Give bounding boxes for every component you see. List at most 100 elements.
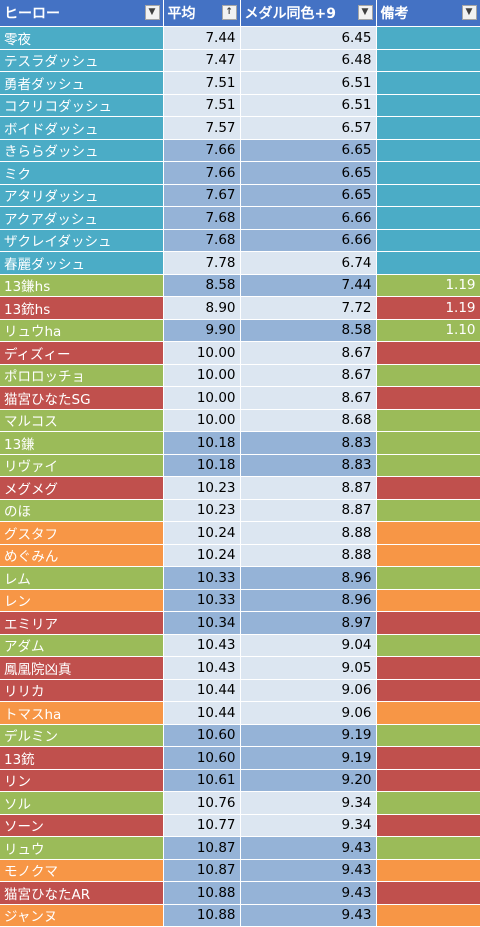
hero-name-cell[interactable]: 13銃hs bbox=[0, 296, 164, 320]
average-cell[interactable]: 10.23 bbox=[163, 476, 241, 500]
average-cell[interactable]: 10.33 bbox=[163, 566, 241, 590]
medal-cell[interactable]: 6.66 bbox=[240, 206, 377, 230]
note-cell[interactable]: 1.19 bbox=[376, 296, 480, 320]
note-cell[interactable] bbox=[376, 769, 480, 792]
hero-name-cell[interactable]: リン bbox=[0, 769, 164, 792]
note-cell[interactable]: 1.10 bbox=[376, 319, 480, 342]
average-cell[interactable]: 10.76 bbox=[163, 791, 241, 815]
hero-name-cell[interactable]: 零夜 bbox=[0, 26, 164, 50]
note-cell[interactable] bbox=[376, 229, 480, 252]
average-cell[interactable]: 10.24 bbox=[163, 521, 241, 545]
note-cell[interactable] bbox=[376, 251, 480, 275]
average-cell[interactable]: 10.43 bbox=[163, 656, 241, 680]
note-cell[interactable]: 1.19 bbox=[376, 274, 480, 297]
average-cell[interactable]: 7.44 bbox=[163, 26, 241, 50]
medal-cell[interactable]: 9.43 bbox=[240, 859, 377, 882]
filter-dropdown-icon[interactable]: ▼ bbox=[461, 5, 477, 20]
note-cell[interactable] bbox=[376, 161, 480, 185]
average-cell[interactable]: 7.66 bbox=[163, 161, 241, 185]
hero-name-cell[interactable]: ソル bbox=[0, 791, 164, 815]
medal-cell[interactable]: 8.87 bbox=[240, 476, 377, 500]
note-cell[interactable] bbox=[376, 566, 480, 590]
average-cell[interactable]: 9.90 bbox=[163, 319, 241, 342]
note-cell[interactable] bbox=[376, 544, 480, 567]
hero-name-cell[interactable]: リュウha bbox=[0, 319, 164, 342]
medal-cell[interactable]: 6.65 bbox=[240, 139, 377, 162]
medal-cell[interactable]: 9.04 bbox=[240, 634, 377, 657]
hero-name-cell[interactable]: ポロロッチョ bbox=[0, 364, 164, 387]
note-cell[interactable] bbox=[376, 521, 480, 545]
medal-cell[interactable]: 8.67 bbox=[240, 386, 377, 410]
average-cell[interactable]: 7.68 bbox=[163, 229, 241, 252]
note-cell[interactable] bbox=[376, 814, 480, 837]
note-cell[interactable] bbox=[376, 656, 480, 680]
average-cell[interactable]: 7.78 bbox=[163, 251, 241, 275]
note-cell[interactable] bbox=[376, 859, 480, 882]
note-cell[interactable] bbox=[376, 206, 480, 230]
hero-name-cell[interactable]: アタリダッシュ bbox=[0, 184, 164, 207]
average-cell[interactable]: 10.87 bbox=[163, 859, 241, 882]
note-cell[interactable] bbox=[376, 499, 480, 522]
note-cell[interactable] bbox=[376, 746, 480, 770]
medal-cell[interactable]: 6.65 bbox=[240, 184, 377, 207]
average-cell[interactable]: 10.00 bbox=[163, 341, 241, 365]
medal-cell[interactable]: 9.20 bbox=[240, 769, 377, 792]
note-cell[interactable] bbox=[376, 364, 480, 387]
hero-name-cell[interactable]: 鳳凰院凶真 bbox=[0, 656, 164, 680]
hero-name-cell[interactable]: レン bbox=[0, 589, 164, 612]
note-cell[interactable] bbox=[376, 881, 480, 905]
note-cell[interactable] bbox=[376, 116, 480, 140]
average-cell[interactable]: 10.60 bbox=[163, 746, 241, 770]
medal-cell[interactable]: 7.72 bbox=[240, 296, 377, 320]
note-cell[interactable] bbox=[376, 94, 480, 117]
hero-name-cell[interactable]: アクアダッシュ bbox=[0, 206, 164, 230]
hero-name-cell[interactable]: グスタフ bbox=[0, 521, 164, 545]
average-cell[interactable]: 8.58 bbox=[163, 274, 241, 297]
hero-name-cell[interactable]: 13鎌hs bbox=[0, 274, 164, 297]
note-cell[interactable] bbox=[376, 476, 480, 500]
average-cell[interactable]: 10.23 bbox=[163, 499, 241, 522]
hero-name-cell[interactable]: 猫宮ひなたSG bbox=[0, 386, 164, 410]
medal-cell[interactable]: 8.67 bbox=[240, 364, 377, 387]
hero-name-cell[interactable]: ザクレイダッシュ bbox=[0, 229, 164, 252]
note-cell[interactable] bbox=[376, 836, 480, 860]
sort-ascending-icon[interactable]: ↑ bbox=[221, 5, 237, 20]
hero-name-cell[interactable]: マルコス bbox=[0, 409, 164, 432]
hero-name-cell[interactable]: ボイドダッシュ bbox=[0, 116, 164, 140]
medal-cell[interactable]: 9.19 bbox=[240, 724, 377, 747]
medal-cell[interactable]: 6.51 bbox=[240, 71, 377, 95]
medal-cell[interactable]: 6.66 bbox=[240, 229, 377, 252]
average-cell[interactable]: 10.00 bbox=[163, 409, 241, 432]
medal-cell[interactable]: 8.88 bbox=[240, 544, 377, 567]
medal-cell[interactable]: 8.68 bbox=[240, 409, 377, 432]
note-cell[interactable] bbox=[376, 611, 480, 635]
medal-cell[interactable]: 6.65 bbox=[240, 161, 377, 185]
average-cell[interactable]: 10.88 bbox=[163, 881, 241, 905]
average-cell[interactable]: 10.33 bbox=[163, 589, 241, 612]
hero-name-cell[interactable]: テスラダッシュ bbox=[0, 49, 164, 72]
average-cell[interactable]: 10.87 bbox=[163, 836, 241, 860]
note-cell[interactable] bbox=[376, 701, 480, 725]
filter-dropdown-icon[interactable]: ▼ bbox=[144, 5, 160, 20]
medal-cell[interactable]: 6.51 bbox=[240, 94, 377, 117]
average-cell[interactable]: 10.18 bbox=[163, 431, 241, 455]
note-cell[interactable] bbox=[376, 139, 480, 162]
hero-name-cell[interactable]: エミリア bbox=[0, 611, 164, 635]
medal-cell[interactable]: 6.48 bbox=[240, 49, 377, 72]
medal-cell[interactable]: 8.96 bbox=[240, 589, 377, 612]
note-cell[interactable] bbox=[376, 49, 480, 72]
hero-name-cell[interactable]: 猫宮ひなたAR bbox=[0, 881, 164, 905]
hero-name-cell[interactable]: リヴァイ bbox=[0, 454, 164, 477]
note-cell[interactable] bbox=[376, 431, 480, 455]
hero-name-cell[interactable]: きららダッシュ bbox=[0, 139, 164, 162]
medal-cell[interactable]: 7.44 bbox=[240, 274, 377, 297]
medal-cell[interactable]: 9.43 bbox=[240, 881, 377, 905]
medal-cell[interactable]: 9.43 bbox=[240, 904, 377, 927]
average-cell[interactable]: 7.51 bbox=[163, 71, 241, 95]
medal-cell[interactable]: 9.34 bbox=[240, 814, 377, 837]
hero-name-cell[interactable]: ミク bbox=[0, 161, 164, 185]
average-cell[interactable]: 10.61 bbox=[163, 769, 241, 792]
hero-name-cell[interactable]: コクリコダッシュ bbox=[0, 94, 164, 117]
average-cell[interactable]: 10.88 bbox=[163, 904, 241, 927]
note-cell[interactable] bbox=[376, 386, 480, 410]
